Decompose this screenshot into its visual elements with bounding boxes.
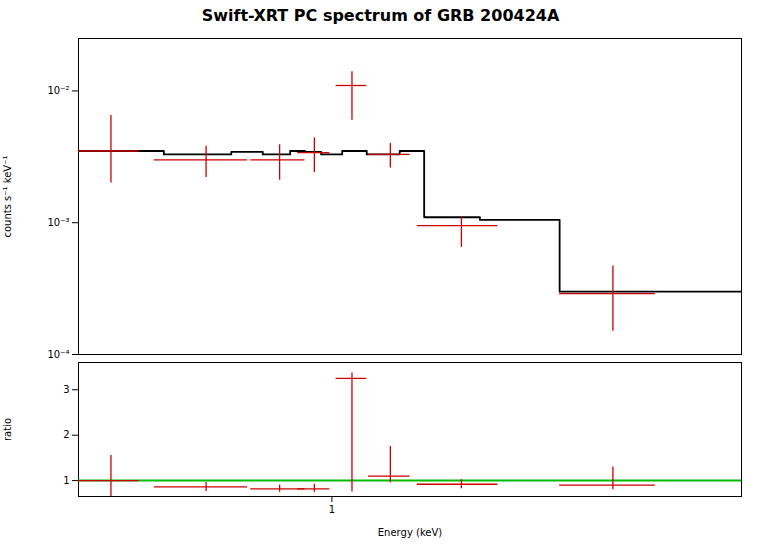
svg-text:1: 1 — [63, 475, 69, 486]
svg-text:1: 1 — [329, 504, 335, 515]
svg-text:10⁻²: 10⁻² — [47, 85, 69, 96]
svg-text:10⁻³: 10⁻³ — [47, 217, 69, 228]
svg-text:Energy (keV): Energy (keV) — [378, 527, 443, 538]
svg-text:10⁻⁴: 10⁻⁴ — [47, 349, 69, 358]
svg-text:3: 3 — [63, 384, 69, 395]
svg-text:ratio: ratio — [2, 418, 13, 441]
html-text:Swift-XRT PC spectrum of GRB 2: Swift-XRT PC spectrum of GRB 200424A — [201, 6, 560, 25]
svg-text:2: 2 — [63, 429, 69, 440]
svg-text:counts s⁻¹ keV⁻¹: counts s⁻¹ keV⁻¹ — [2, 156, 13, 238]
